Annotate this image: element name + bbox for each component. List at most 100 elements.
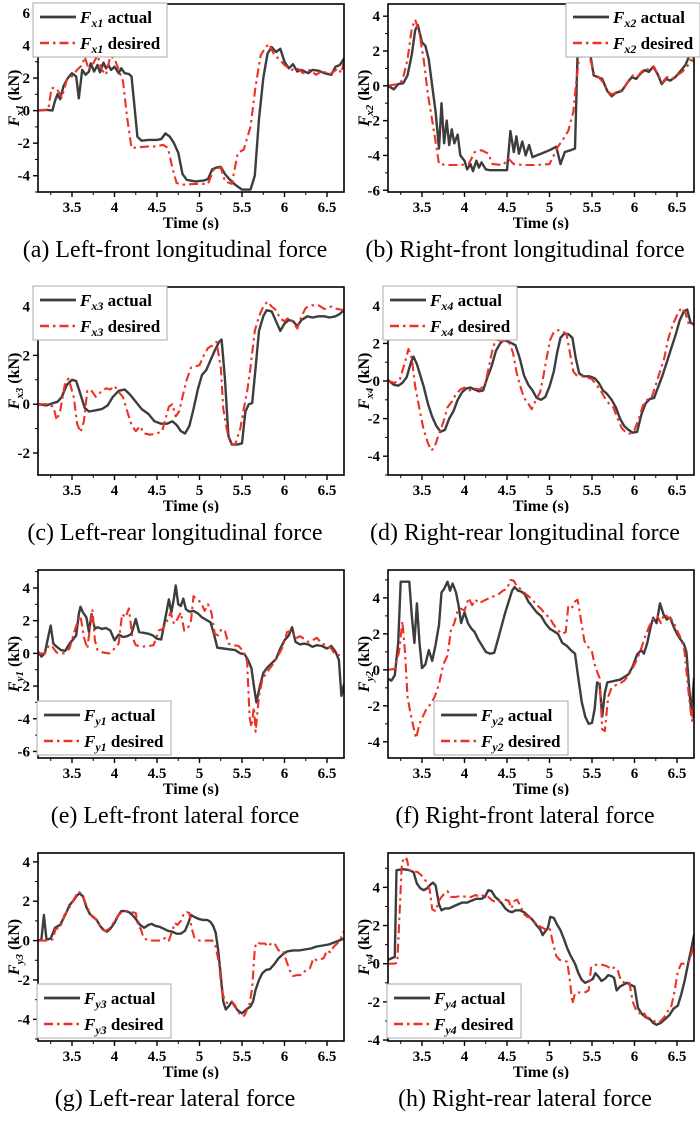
x-tick-label: 3.5: [63, 1049, 82, 1065]
legend-box: [382, 285, 518, 341]
legend: Fy2 actual Fy2 desired: [433, 700, 569, 756]
x-tick-label: 3.5: [413, 766, 432, 782]
x-tick-label: 5: [196, 200, 204, 216]
x-tick-label: 6.5: [668, 200, 687, 216]
x-tick-label: 5: [546, 483, 554, 499]
x-tick-label: 4.5: [498, 766, 517, 782]
y-tick-label: -6: [18, 744, 31, 760]
legend: Fy4 actual Fy4 desired: [386, 983, 522, 1039]
x-tick-label: 5.5: [583, 200, 602, 216]
x-tick-label: 4: [111, 200, 119, 216]
x-axis-title: Time (s): [513, 1064, 569, 1079]
y-tick-label: 4: [23, 855, 31, 871]
legend: Fx4 actual Fx4 desired: [382, 285, 518, 341]
y-tick-label: -4: [368, 1033, 381, 1049]
x-tick-label: 6: [631, 1049, 639, 1065]
series-group: [38, 300, 344, 446]
caption-row-2: (c) Left-rear longitudinal force (d) Rig…: [0, 513, 700, 566]
y-tick-label: 0: [23, 397, 31, 413]
y-tick-label: 4: [23, 300, 31, 316]
y-tick-label: 0: [23, 934, 31, 950]
line-actual: [38, 584, 344, 704]
x-tick-label: 4.5: [498, 1049, 517, 1065]
y-axis-title-group: Fy4 (kN): [356, 919, 376, 976]
x-axis-title: Time (s): [163, 781, 219, 796]
legend-label-actual: Fx2 actual: [612, 8, 685, 30]
line-actual: [388, 308, 694, 434]
chart-c-svg: 3.5 4 4.5 5 5.5 6 6.5 4 2 0 -2 Time (s) Fx3 (kN) Fx3 …: [6, 285, 345, 513]
y-axis-title-group: Fx2 (kN): [356, 70, 376, 128]
x-tick-label: 4: [461, 1049, 469, 1065]
x-tick-label: 5.5: [583, 1049, 602, 1065]
chart-row-1: 3.5 4 4.5 5 5.5 6 6.5 6 4 2 0 -2 -4 Time (s) Fx1 (kN) F…: [0, 0, 700, 230]
y-tick-label: -4: [368, 148, 381, 164]
chart-d-right-rear-longitudinal: 3.5 4 4.5 5 5.5 6 6.5 4 2 0 -2 -4 Time (s) Fx4 (kN) Fx…: [350, 283, 700, 513]
chart-row-2: 3.5 4 4.5 5 5.5 6 6.5 4 2 0 -2 Time (s) Fx3 (kN) Fx3 …: [0, 283, 700, 513]
series-group: [38, 890, 344, 1018]
line-desired: [38, 595, 344, 733]
y-tick-label: -2: [368, 995, 381, 1011]
legend-label-desired: Fy3 desired: [83, 1015, 164, 1037]
x-tick-label: 3.5: [413, 200, 432, 216]
y-axis-title-group: Fy2 (kN): [356, 636, 376, 693]
x-tick-label: 3.5: [63, 200, 82, 216]
y-tick-label: 0: [23, 646, 31, 662]
x-tick-label: 6: [281, 200, 289, 216]
x-tick-label: 4: [111, 1049, 119, 1065]
y-tick-label: 2: [373, 44, 381, 60]
legend-label-actual: Fy2 actual: [480, 706, 553, 728]
y-tick-label: -2: [368, 114, 381, 130]
caption-row-4: (g) Left-rear lateral force (h) Right-re…: [0, 1079, 700, 1132]
legend-box: [32, 285, 168, 341]
chart-b-right-front-longitudinal: 3.5 4 4.5 5 5.5 6 6.5 4 2 0 -2 -4 -6 Time (s) Fx2 (kN)…: [350, 0, 700, 230]
legend-box: [386, 983, 522, 1039]
x-tick-label: 4.5: [148, 1049, 167, 1065]
chart-b-svg: 3.5 4 4.5 5 5.5 6 6.5 4 2 0 -2 -4 -6 Time (s) Fx2 (kN)…: [356, 2, 700, 230]
axis-frame: [37, 3, 345, 193]
x-tick-label: 5: [196, 483, 204, 499]
y-tick-label: 2: [23, 71, 31, 87]
y-tick-label: -6: [368, 183, 381, 199]
legend: Fx2 actual Fx2 desired: [565, 2, 700, 58]
x-tick-label: 4: [111, 483, 119, 499]
x-tick-label: 4: [461, 200, 469, 216]
caption-h: (h) Right-rear lateral force: [398, 1086, 652, 1112]
caption-row-3: (e) Left-front lateral force (f) Right-f…: [0, 796, 700, 849]
x-tick-label: 6: [631, 766, 639, 782]
caption-row-1: (a) Left-front longitudinal force (b) Ri…: [0, 230, 700, 283]
axis-frame: [387, 3, 695, 193]
y-tick-label: 4: [23, 581, 31, 597]
x-tick-label: 6: [281, 483, 289, 499]
series-symbol-label: Fx1 (kN): [6, 70, 26, 128]
x-tick-label: 3.5: [63, 483, 82, 499]
line-desired: [38, 42, 344, 186]
legend-label-desired: Fx3 desired: [79, 317, 161, 339]
x-tick-label: 4.5: [148, 200, 167, 216]
y-tick-label: 4: [373, 591, 381, 607]
x-tick-label: 6: [631, 200, 639, 216]
legend-label-actual: Fx4 actual: [429, 291, 502, 313]
line-actual: [38, 45, 344, 191]
x-tick-label: 4.5: [498, 200, 517, 216]
legend-label-actual: Fy1 actual: [83, 706, 156, 728]
chart-a-left-front-longitudinal: 3.5 4 4.5 5 5.5 6 6.5 6 4 2 0 -2 -4 Time (s) Fx1 (kN) F…: [0, 0, 350, 230]
x-tick-label: 5: [546, 200, 554, 216]
y-tick-label: 4: [23, 39, 31, 55]
y-tick-label: 0: [373, 663, 381, 679]
chart-f-svg: 3.5 4 4.5 5 5.5 6 6.5 4 2 0 -2 -4 Time (s) Fy2 (kN) Fy…: [356, 569, 695, 796]
chart-h-svg: 3.5 4 4.5 5 5.5 6 6.5 4 2 0 -2 -4 Time (s) Fy4 (kN) Fy…: [356, 852, 695, 1079]
legend: Fx1 actual Fx1 desired: [32, 2, 168, 58]
legend: Fy3 actual Fy3 desired: [36, 983, 172, 1039]
line-desired: [38, 300, 344, 446]
y-tick-label: 2: [23, 348, 31, 364]
series-group: [388, 578, 694, 740]
x-tick-label: 3.5: [413, 483, 432, 499]
y-tick-label: -2: [368, 412, 381, 428]
series-group: [388, 306, 694, 452]
y-tick-label: -4: [368, 449, 381, 465]
y-tick-label: -4: [18, 712, 31, 728]
series-symbol-label: Fx3 (kN): [6, 353, 26, 411]
x-tick-label: 5.5: [233, 483, 252, 499]
x-tick-label: 6: [281, 1049, 289, 1065]
